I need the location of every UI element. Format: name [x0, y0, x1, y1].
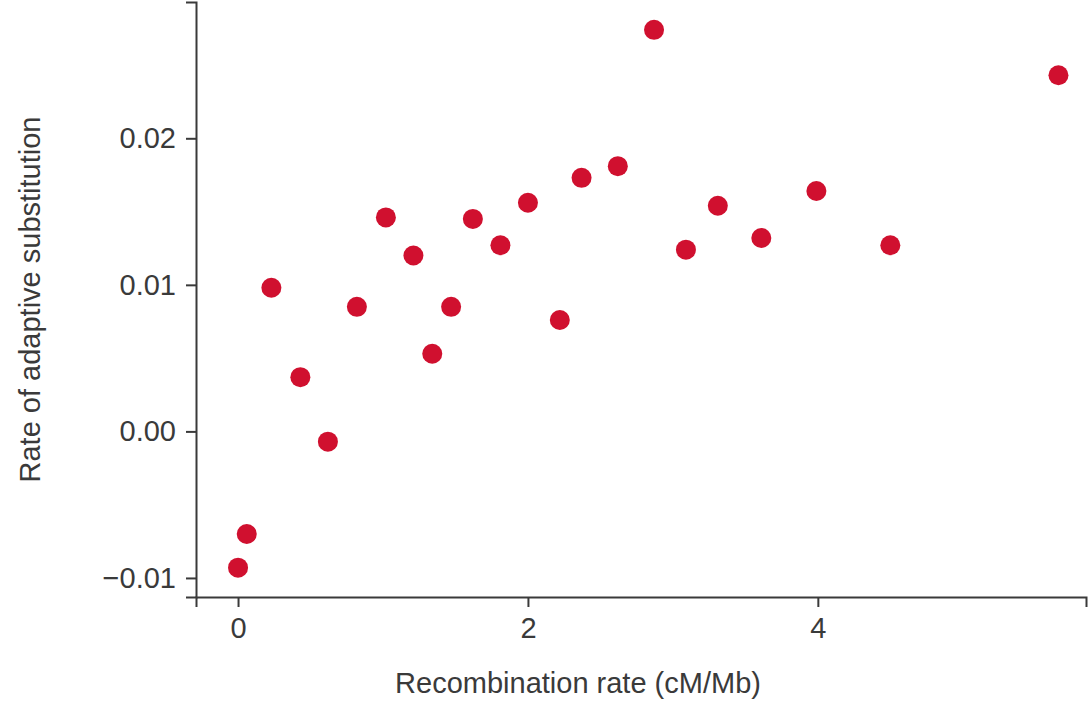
point: [347, 297, 367, 317]
point: [518, 193, 538, 213]
x-tick: 0: [230, 597, 246, 644]
point: [572, 168, 592, 188]
point: [237, 524, 257, 544]
x-tick-label: 2: [520, 612, 536, 644]
y-tick-mark: [186, 577, 196, 579]
point: [608, 156, 628, 176]
y-tick-mark: [186, 284, 196, 286]
y-tick: 0.01: [120, 269, 196, 301]
y-tick: 0.02: [120, 122, 196, 154]
y-tick-label: 0.00: [120, 415, 176, 447]
x-tick-label: 4: [810, 612, 826, 644]
point: [228, 558, 248, 578]
point: [422, 344, 442, 364]
x-axis-line: [197, 598, 1087, 608]
point: [644, 20, 664, 40]
point: [490, 235, 510, 255]
x-tick-mark: [817, 597, 819, 607]
x-tick: 4: [810, 597, 826, 644]
point: [290, 367, 310, 387]
x-axis: 0 2 4: [197, 597, 1087, 644]
x-tick-mark: [527, 597, 529, 607]
y-axis-title: Rate of adaptive substitution: [14, 117, 46, 483]
point: [261, 278, 281, 298]
x-tick-mark: [238, 597, 240, 607]
point: [880, 235, 900, 255]
point: [318, 432, 338, 452]
x-tick: 2: [520, 597, 536, 644]
y-tick-mark: [186, 138, 196, 140]
points: [228, 20, 1068, 578]
point: [1048, 65, 1068, 85]
point: [441, 297, 461, 317]
point: [708, 196, 728, 216]
x-tick-label: 0: [230, 612, 246, 644]
point: [751, 228, 771, 248]
point: [403, 246, 423, 266]
point: [676, 240, 696, 260]
point: [376, 207, 396, 227]
y-axis: −0.01 0.00 0.01 0.02: [103, 3, 197, 598]
y-tick-mark: [186, 431, 196, 433]
y-tick: −0.01: [103, 562, 196, 594]
point: [550, 310, 570, 330]
chart: 0 2 4 −0.01 0.00 0.01 0.02 Recombination rate (…: [0, 0, 1092, 711]
x-axis-title: Recombination rate (cM/Mb): [395, 667, 761, 699]
point: [806, 181, 826, 201]
point: [463, 209, 483, 229]
y-tick-label: 0.01: [120, 269, 176, 301]
y-tick-label: 0.02: [120, 122, 176, 154]
y-tick-label: −0.01: [103, 562, 176, 594]
y-tick: 0.00: [120, 415, 196, 447]
y-axis-line: [186, 3, 197, 598]
